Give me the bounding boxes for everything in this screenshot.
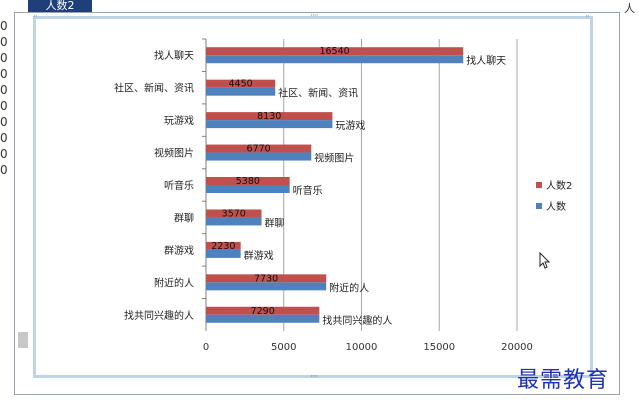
chart-frame[interactable]: 0 5000 10000 15000 20000 找人聊天 16540 找人聊天社区、新闻、资… [33,16,593,378]
x-tick-label: 5000 [271,342,296,353]
x-tick-label: 20000 [501,342,533,353]
cell-value[interactable]: 0 [0,115,8,129]
bar-series2 [206,185,290,193]
watermark-text: 最需教育 [517,368,610,393]
legend-label: 人数2 [546,179,572,192]
x-tick-label: 15000 [423,342,455,353]
cell-value[interactable]: 0 [0,131,8,145]
data-label: 2230 [211,241,235,252]
bar-end-label: 找共同兴趣的人 [322,314,392,327]
bar-series1 [206,306,320,315]
bar-series2 [206,152,312,161]
legend-swatch [536,182,542,188]
data-label: 16540 [319,46,349,57]
bar-series1 [206,241,241,250]
bar-series2 [206,217,262,226]
category-label: 社区、新闻、资讯 [114,82,194,95]
data-label: 8130 [257,111,281,122]
cell-value[interactable]: 0 [0,35,8,49]
bar-series1 [206,112,333,121]
left-column-cells: 0 0 0 0 0 0 0 0 0 0 [0,18,16,178]
category-label: 视频图片 [154,147,194,160]
mouse-cursor-icon [539,251,551,274]
cell-value[interactable]: 0 [0,67,8,81]
resize-handle-top-left[interactable]: ·· [33,12,38,22]
category-label: 听音乐 [164,179,194,192]
category-label: 附近的人 [154,276,194,289]
category-label: 群游戏 [164,244,194,257]
legend-swatch [536,203,542,209]
category-label: 群聊 [174,211,194,224]
legend-label: 人数 [546,200,566,213]
bar-chart[interactable]: 0 5000 10000 15000 20000 找人聊天 16540 找人聊天社区、新闻、资… [36,19,590,375]
bar-series2 [206,120,333,129]
cell-value[interactable]: 0 [0,147,8,161]
bar-end-label: 视频图片 [314,152,354,165]
resize-handle-top[interactable]: ···· [310,11,318,21]
bar-series1 [206,79,276,88]
bar-end-label: 听音乐 [293,184,323,197]
cell-fill [18,332,28,348]
category-label: 玩游戏 [164,114,194,127]
header-fragment: 人 [624,2,635,15]
bar-series1 [206,144,312,153]
x-tick-label: 10000 [346,342,378,353]
cell-value[interactable]: 0 [0,51,8,65]
bar-end-label: 附近的人 [329,281,369,294]
bar-series2 [206,55,464,64]
cell-value[interactable]: 0 [0,19,8,33]
data-label: 6770 [247,144,271,155]
bar-series1 [206,177,290,185]
bar-end-label: 群聊 [265,216,285,229]
resize-handle-bottom[interactable]: ···· [310,372,318,382]
cell-value[interactable]: 0 [0,83,8,97]
bar-series1 [206,209,262,218]
category-label: 找人聊天 [154,49,194,62]
bar-series1 [206,47,464,56]
resize-handle-top-right[interactable]: ·· [585,12,590,22]
chart-area-border [14,12,620,395]
cell-value[interactable]: 0 [0,99,8,113]
bar-series2 [206,87,276,96]
bar-series2 [206,282,327,291]
data-label: 7730 [254,273,278,284]
bar-end-label: 群游戏 [244,249,274,262]
bar-end-label: 找人聊天 [466,54,506,67]
cell-value[interactable]: 0 [0,163,8,177]
bar-series2 [206,314,320,323]
bar-series1 [206,274,327,283]
data-label: 5380 [236,176,260,187]
bar-series2 [206,249,241,258]
sheet-header-cell[interactable]: 人数2 [28,0,92,12]
data-label: 7290 [251,306,275,317]
bar-end-label: 社区、新闻、资讯 [278,87,358,100]
category-label: 找共同兴趣的人 [124,309,194,322]
x-tick-label: 0 [203,342,209,353]
data-label: 4450 [229,79,253,90]
data-label: 3570 [222,208,246,219]
bar-end-label: 玩游戏 [335,119,365,132]
